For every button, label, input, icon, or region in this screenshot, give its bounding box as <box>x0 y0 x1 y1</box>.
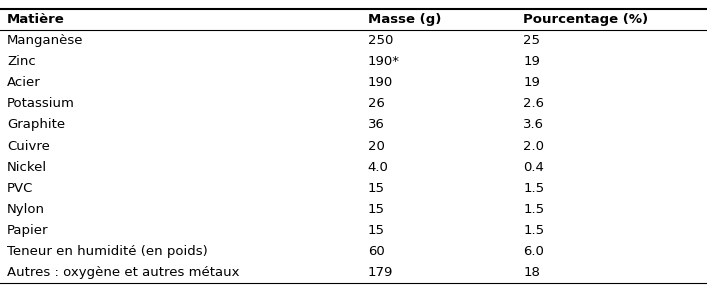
Text: Nylon: Nylon <box>7 203 45 216</box>
Text: Potassium: Potassium <box>7 97 75 110</box>
Text: 19: 19 <box>523 76 540 89</box>
Text: 179: 179 <box>368 266 393 279</box>
Text: 1.5: 1.5 <box>523 182 544 195</box>
Text: 18: 18 <box>523 266 540 279</box>
Text: 3.6: 3.6 <box>523 118 544 132</box>
Text: Manganèse: Manganèse <box>7 34 83 47</box>
Text: Autres : oxygène et autres métaux: Autres : oxygène et autres métaux <box>7 266 240 279</box>
Text: 2.0: 2.0 <box>523 140 544 152</box>
Text: PVC: PVC <box>7 182 33 195</box>
Text: 6.0: 6.0 <box>523 245 544 258</box>
Text: 15: 15 <box>368 203 385 216</box>
Text: 0.4: 0.4 <box>523 161 544 174</box>
Text: 25: 25 <box>523 34 540 47</box>
Text: 2.6: 2.6 <box>523 97 544 110</box>
Text: Papier: Papier <box>7 224 49 237</box>
Text: Graphite: Graphite <box>7 118 65 132</box>
Text: 36: 36 <box>368 118 385 132</box>
Text: 1.5: 1.5 <box>523 224 544 237</box>
Text: Teneur en humidité (en poids): Teneur en humidité (en poids) <box>7 245 208 258</box>
Text: 250: 250 <box>368 34 393 47</box>
Text: 26: 26 <box>368 97 385 110</box>
Text: 190: 190 <box>368 76 393 89</box>
Text: Zinc: Zinc <box>7 55 36 68</box>
Text: Masse (g): Masse (g) <box>368 13 441 26</box>
Text: 4.0: 4.0 <box>368 161 389 174</box>
Text: Matière: Matière <box>7 13 65 26</box>
Text: Nickel: Nickel <box>7 161 47 174</box>
Text: 190*: 190* <box>368 55 399 68</box>
Text: Pourcentage (%): Pourcentage (%) <box>523 13 648 26</box>
Text: Cuivre: Cuivre <box>7 140 50 152</box>
Text: 15: 15 <box>368 182 385 195</box>
Text: 60: 60 <box>368 245 385 258</box>
Text: Acier: Acier <box>7 76 41 89</box>
Text: 15: 15 <box>368 224 385 237</box>
Text: 1.5: 1.5 <box>523 203 544 216</box>
Text: 20: 20 <box>368 140 385 152</box>
Text: 19: 19 <box>523 55 540 68</box>
